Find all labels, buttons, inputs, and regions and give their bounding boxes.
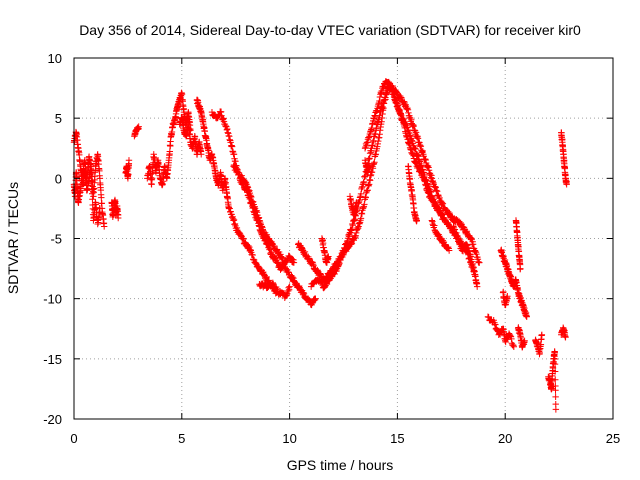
data-point xyxy=(353,199,360,206)
data-point xyxy=(523,313,530,320)
x-tick-label: 15 xyxy=(390,431,404,446)
y-tick-label: 0 xyxy=(55,171,62,186)
y-axis-title: SDTVAR / TECUs xyxy=(5,182,21,294)
data-point xyxy=(166,148,174,155)
data-point xyxy=(473,283,481,290)
data-point xyxy=(125,157,133,164)
data-point xyxy=(551,368,559,375)
data-point xyxy=(178,90,186,98)
data-point xyxy=(89,196,96,203)
data-point xyxy=(125,171,132,178)
data-point xyxy=(312,295,319,302)
y-tick-label: -15 xyxy=(43,352,62,367)
data-point xyxy=(290,259,298,266)
data-point xyxy=(504,293,511,300)
x-tick-label: 25 xyxy=(606,431,620,446)
x-tick-label: 20 xyxy=(498,431,512,446)
data-point xyxy=(273,285,280,293)
data-point xyxy=(413,217,421,224)
data-point xyxy=(551,349,558,357)
data-point xyxy=(510,343,518,350)
data-point xyxy=(552,376,559,383)
y-tick-label: 5 xyxy=(55,111,62,126)
data-point xyxy=(98,194,105,201)
data-point xyxy=(286,283,293,290)
grid-lines xyxy=(74,58,613,419)
data-point xyxy=(445,247,453,254)
data-points xyxy=(70,78,570,413)
data-point xyxy=(484,313,492,320)
data-point xyxy=(100,223,108,230)
data-point xyxy=(552,393,559,401)
data-point xyxy=(538,331,546,338)
y-tick-label: 10 xyxy=(48,51,62,66)
data-point xyxy=(551,360,559,368)
data-point xyxy=(439,211,446,218)
data-point xyxy=(517,265,524,272)
data-point xyxy=(562,333,569,341)
data-point xyxy=(198,151,205,158)
x-tick-label: 5 xyxy=(178,431,185,446)
data-point xyxy=(476,259,483,266)
data-point xyxy=(135,123,142,130)
x-tick-label: 0 xyxy=(70,431,77,446)
data-point xyxy=(114,214,122,222)
data-point xyxy=(366,163,373,170)
data-point xyxy=(88,173,95,180)
data-point xyxy=(552,406,560,413)
data-point xyxy=(552,387,559,394)
y-tick-label: -5 xyxy=(50,232,62,247)
data-point xyxy=(371,159,378,166)
y-tick-label: -10 xyxy=(43,292,62,307)
chart-title: Day 356 of 2014, Sidereal Day-to-day VTE… xyxy=(79,22,581,38)
data-point xyxy=(96,205,104,212)
data-point xyxy=(325,253,332,260)
data-point xyxy=(563,181,570,188)
data-point xyxy=(521,337,528,344)
x-tick-label: 10 xyxy=(282,431,296,446)
data-point xyxy=(89,190,96,197)
x-axis-title: GPS time / hours xyxy=(287,457,394,473)
axis-ticks: 0 5 10 15 20 25 -20 -15 -10 -5 0 5 10 xyxy=(43,51,620,446)
y-tick-label: -20 xyxy=(43,412,62,427)
